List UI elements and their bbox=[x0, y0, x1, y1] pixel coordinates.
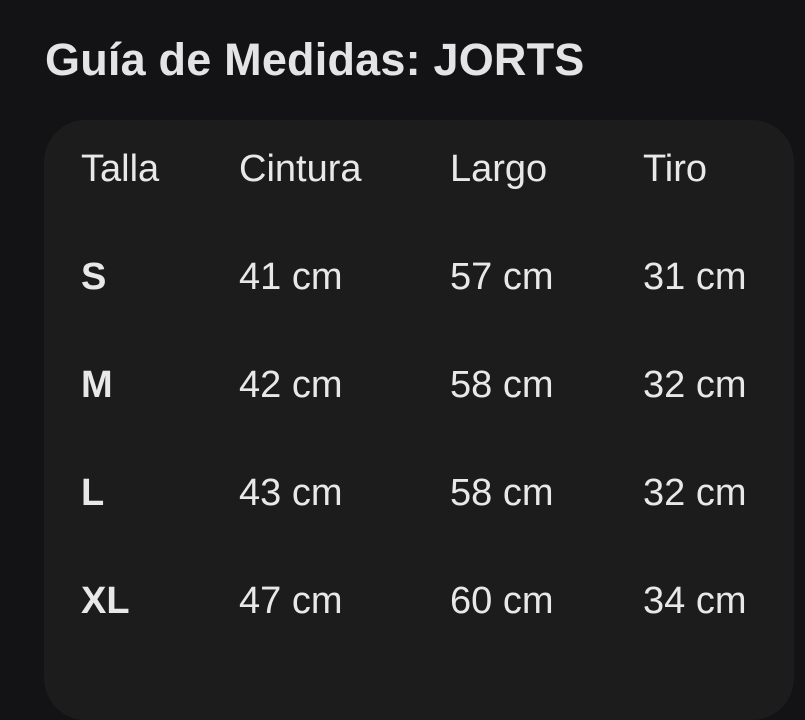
measurement-tiro: 32 cm bbox=[643, 472, 747, 514]
column-header-cintura: Cintura bbox=[239, 148, 362, 190]
measurement-largo: 60 cm bbox=[450, 580, 554, 622]
measurement-cintura: 47 cm bbox=[239, 580, 343, 622]
page-title: Guía de Medidas: JORTS bbox=[45, 34, 585, 85]
size-label: XL bbox=[81, 580, 130, 622]
size-label: M bbox=[81, 364, 113, 406]
measurement-tiro: 31 cm bbox=[643, 256, 747, 298]
size-label: L bbox=[81, 472, 105, 514]
measurement-tiro: 34 cm bbox=[643, 580, 747, 622]
measurement-cintura: 41 cm bbox=[239, 256, 343, 298]
measurement-largo: 57 cm bbox=[450, 256, 554, 298]
measurement-cintura: 42 cm bbox=[239, 364, 343, 406]
measurement-largo: 58 cm bbox=[450, 364, 554, 406]
size-label: S bbox=[81, 256, 107, 298]
column-header-tiro: Tiro bbox=[643, 148, 708, 190]
column-header-talla: Talla bbox=[81, 148, 160, 190]
measurement-cintura: 43 cm bbox=[239, 472, 343, 514]
measurement-tiro: 32 cm bbox=[643, 364, 747, 406]
size-guide-table bbox=[44, 120, 794, 720]
column-header-largo: Largo bbox=[450, 148, 548, 190]
measurement-largo: 58 cm bbox=[450, 472, 554, 514]
